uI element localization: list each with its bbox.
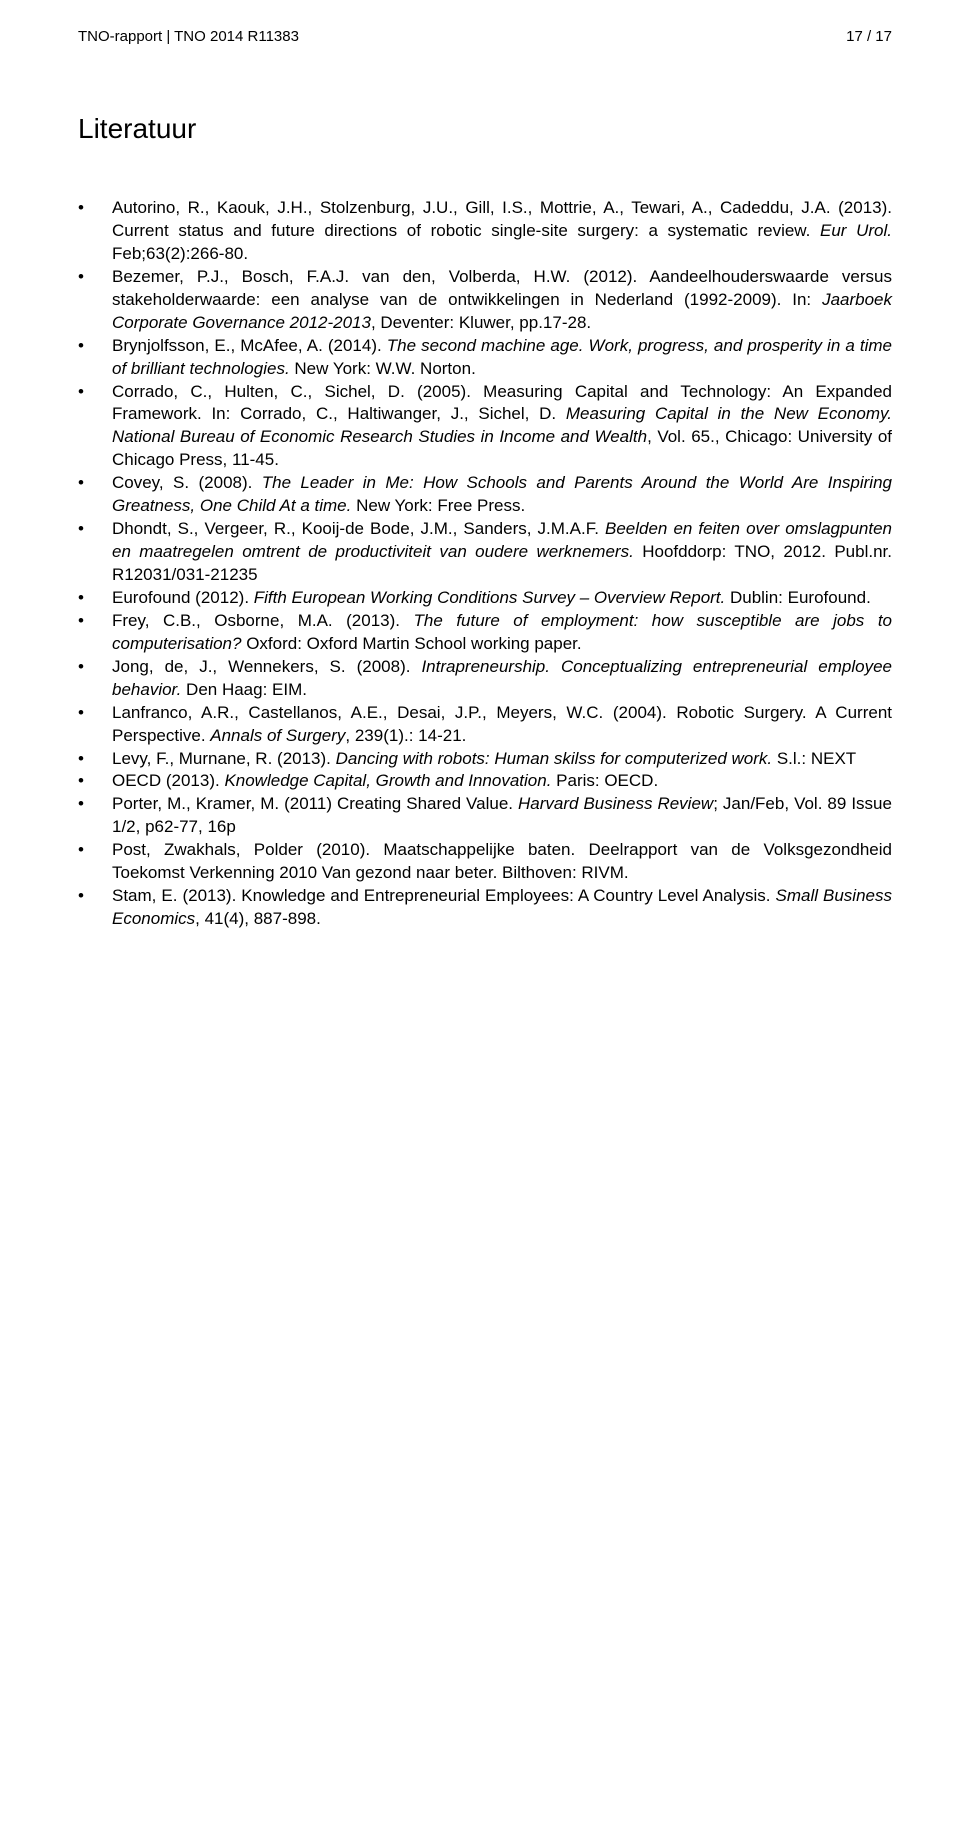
header-right: 17 / 17 [846,28,892,45]
reference-item: Eurofound (2012). Fifth European Working… [78,587,892,610]
reference-item: Levy, F., Murnane, R. (2013). Dancing wi… [78,748,892,771]
page-header: TNO-rapport | TNO 2014 R11383 17 / 17 [78,28,892,45]
reference-item: Jong, de, J., Wennekers, S. (2008). Intr… [78,656,892,702]
reference-item: Brynjolfsson, E., McAfee, A. (2014). The… [78,335,892,381]
header-left: TNO-rapport | TNO 2014 R11383 [78,28,299,45]
reference-item: Corrado, C., Hulten, C., Sichel, D. (200… [78,381,892,473]
reference-item: Bezemer, P.J., Bosch, F.A.J. van den, Vo… [78,266,892,335]
reference-item: Autorino, R., Kaouk, J.H., Stolzenburg, … [78,197,892,266]
page-title: Literatuur [78,113,892,145]
reference-item: Lanfranco, A.R., Castellanos, A.E., Desa… [78,702,892,748]
reference-list: Autorino, R., Kaouk, J.H., Stolzenburg, … [78,197,892,931]
reference-item: Dhondt, S., Vergeer, R., Kooij-de Bode, … [78,518,892,587]
reference-item: Stam, E. (2013). Knowledge and Entrepren… [78,885,892,931]
reference-item: Frey, C.B., Osborne, M.A. (2013). The fu… [78,610,892,656]
reference-item: Covey, S. (2008). The Leader in Me: How … [78,472,892,518]
reference-item: OECD (2013). Knowledge Capital, Growth a… [78,770,892,793]
reference-item: Porter, M., Kramer, M. (2011) Creating S… [78,793,892,839]
reference-item: Post, Zwakhals, Polder (2010). Maatschap… [78,839,892,885]
